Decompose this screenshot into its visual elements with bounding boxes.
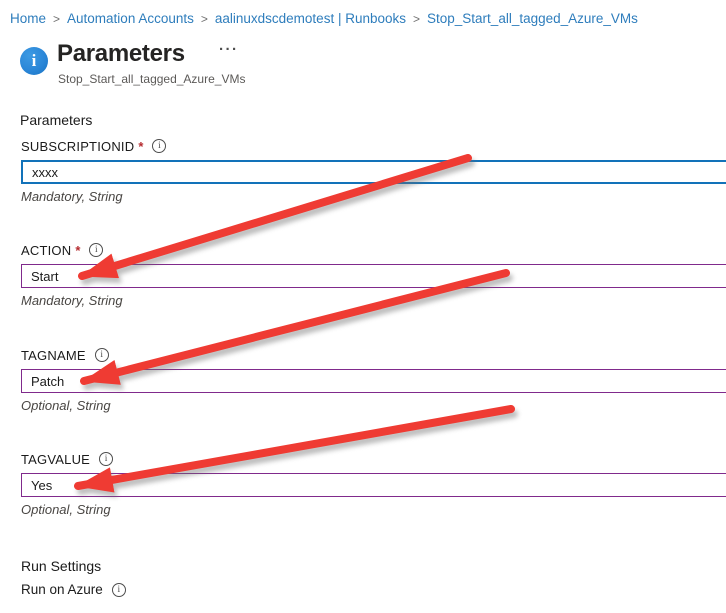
breadcrumb-account-runbooks[interactable]: aalinuxdscdemotest | Runbooks bbox=[214, 11, 406, 26]
field-label: SUBSCRIPTIONID bbox=[21, 138, 135, 154]
breadcrumb-separator: > bbox=[53, 12, 61, 26]
run-on-azure-row: Run on Azure i bbox=[21, 582, 126, 597]
field-hint: Optional, String bbox=[21, 398, 111, 413]
subscriptionid-input[interactable] bbox=[21, 160, 726, 184]
breadcrumb-separator: > bbox=[200, 12, 208, 26]
info-icon[interactable]: i bbox=[94, 348, 109, 362]
breadcrumb: Home > Automation Accounts > aalinuxdscdemot… bbox=[10, 11, 638, 26]
breadcrumb-automation-accounts[interactable]: Automation Accounts bbox=[67, 11, 194, 26]
breadcrumb-runbook[interactable]: Stop_Start_all_tagged_Azure_VMs bbox=[427, 11, 638, 26]
parameters-section-heading: Parameters bbox=[20, 112, 93, 128]
field-subscriptionid: SUBSCRIPTIONID * i Mandatory, String bbox=[21, 138, 726, 204]
info-icon[interactable]: i bbox=[99, 452, 114, 466]
page-subtitle: Stop_Start_all_tagged_Azure_VMs bbox=[58, 72, 246, 86]
field-tagname: TAGNAME i Optional, String bbox=[21, 347, 726, 413]
info-icon[interactable]: i bbox=[111, 582, 126, 597]
annotation-arrow-tagname bbox=[80, 269, 510, 385]
field-label: TAGNAME bbox=[21, 347, 86, 363]
field-hint: Mandatory, String bbox=[21, 293, 123, 308]
field-hint: Mandatory, String bbox=[21, 189, 123, 204]
required-asterisk: * bbox=[138, 138, 144, 154]
more-menu-button[interactable]: ··· bbox=[219, 41, 239, 58]
page-title: Parameters bbox=[57, 40, 185, 67]
run-settings-heading: Run Settings bbox=[21, 558, 102, 574]
tagname-input[interactable] bbox=[21, 369, 726, 393]
info-icon[interactable]: i bbox=[152, 139, 167, 153]
field-label: ACTION bbox=[21, 242, 72, 258]
field-action: ACTION * i Mandatory, String bbox=[21, 242, 726, 308]
field-hint: Optional, String bbox=[21, 502, 111, 517]
info-icon[interactable]: i bbox=[89, 243, 104, 257]
run-on-azure-label: Run on Azure bbox=[21, 582, 103, 597]
tagvalue-input[interactable] bbox=[21, 473, 726, 497]
action-input[interactable] bbox=[21, 264, 726, 288]
parameters-blade-info-icon: i bbox=[20, 47, 48, 75]
required-asterisk: * bbox=[75, 242, 81, 258]
field-label: TAGVALUE bbox=[21, 451, 91, 467]
breadcrumb-separator: > bbox=[413, 12, 421, 26]
breadcrumb-home[interactable]: Home bbox=[10, 11, 47, 26]
field-tagvalue: TAGVALUE i Optional, String bbox=[21, 451, 726, 517]
